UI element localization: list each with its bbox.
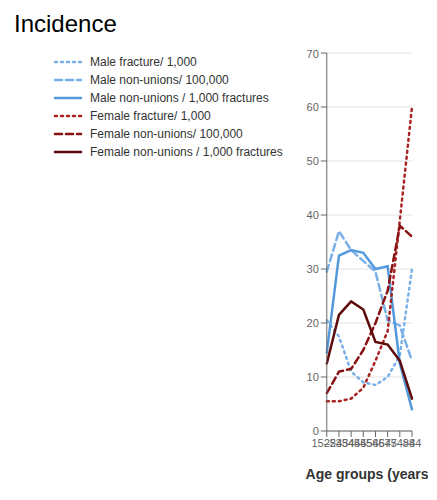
svg-text:0: 0 — [313, 425, 319, 437]
svg-text:20: 20 — [307, 317, 319, 329]
svg-text:60: 60 — [307, 101, 319, 113]
html-text:Male non-unions/ 100,000: Male non-unions/ 100,000 — [90, 73, 229, 87]
html-text:Male fracture/ 1,000: Male fracture/ 1,000 — [90, 55, 197, 69]
html-text:Female non-unions/ 100,000: Female non-unions/ 100,000 — [90, 127, 243, 141]
html-text:Male non-unions / 1,000 fractu: Male non-unions / 1,000 fractures — [90, 91, 269, 105]
html-text:Incidence: Incidence — [14, 10, 117, 37]
svg-text:70: 70 — [307, 48, 319, 60]
svg-text:30: 30 — [307, 263, 319, 275]
svg-text:50: 50 — [307, 155, 319, 167]
html-text:Female fracture/ 1,000: Female fracture/ 1,000 — [90, 109, 211, 123]
svg-text:75–84: 75–84 — [384, 436, 416, 449]
svg-text:40: 40 — [307, 209, 319, 221]
svg-text:>84: >84 — [403, 437, 422, 449]
html-text:Female non-unions / 1,000 frac: Female non-unions / 1,000 fractures — [90, 145, 283, 159]
svg-text:10: 10 — [307, 371, 319, 383]
svg-text:Age groups (years): Age groups (years) — [306, 466, 428, 482]
